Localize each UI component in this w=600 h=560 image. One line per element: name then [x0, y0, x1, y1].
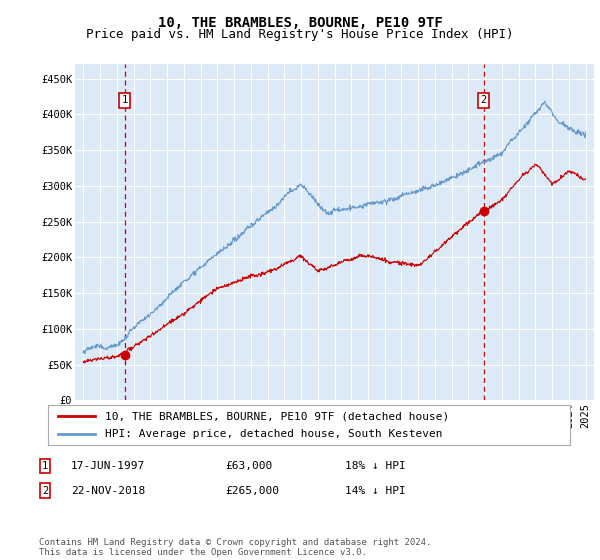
Text: £265,000: £265,000	[225, 486, 279, 496]
Text: 1: 1	[42, 461, 48, 471]
Text: 2: 2	[481, 95, 487, 105]
Text: 14% ↓ HPI: 14% ↓ HPI	[345, 486, 406, 496]
Text: HPI: Average price, detached house, South Kesteven: HPI: Average price, detached house, Sout…	[106, 429, 443, 439]
Text: Price paid vs. HM Land Registry's House Price Index (HPI): Price paid vs. HM Land Registry's House …	[86, 28, 514, 41]
Text: 22-NOV-2018: 22-NOV-2018	[71, 486, 145, 496]
Text: £63,000: £63,000	[225, 461, 272, 471]
Text: 1: 1	[121, 95, 128, 105]
Text: 2: 2	[42, 486, 48, 496]
Text: 10, THE BRAMBLES, BOURNE, PE10 9TF (detached house): 10, THE BRAMBLES, BOURNE, PE10 9TF (deta…	[106, 411, 449, 421]
Text: Contains HM Land Registry data © Crown copyright and database right 2024.
This d: Contains HM Land Registry data © Crown c…	[39, 538, 431, 557]
Text: 10, THE BRAMBLES, BOURNE, PE10 9TF: 10, THE BRAMBLES, BOURNE, PE10 9TF	[158, 16, 442, 30]
Text: 18% ↓ HPI: 18% ↓ HPI	[345, 461, 406, 471]
Text: 17-JUN-1997: 17-JUN-1997	[71, 461, 145, 471]
